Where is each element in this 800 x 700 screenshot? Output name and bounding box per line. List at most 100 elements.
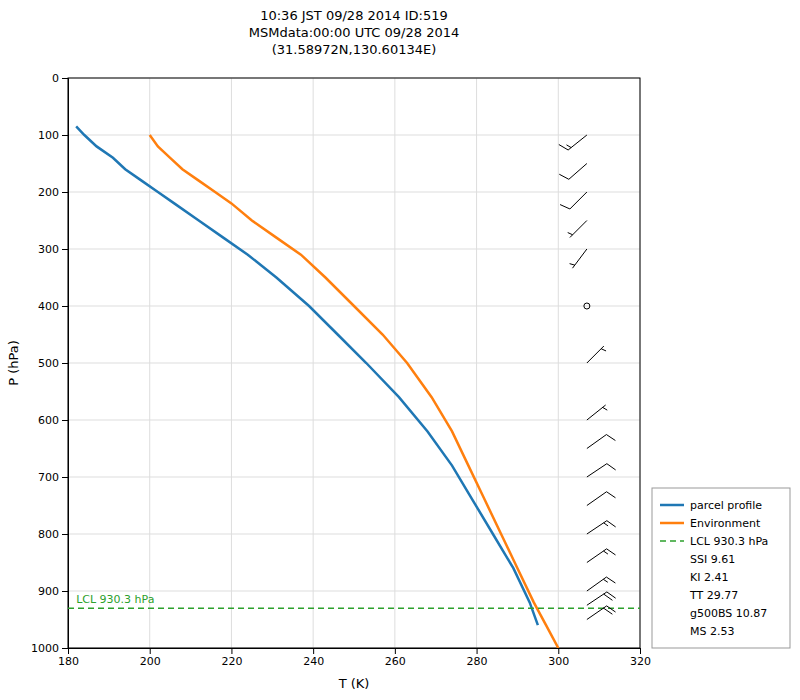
wind-barb: [587, 405, 607, 420]
x-tick: 300: [548, 648, 569, 668]
x-tick-label: 200: [140, 655, 161, 668]
legend-entry: g500BS 10.87: [690, 607, 767, 620]
y-tick-label: 500: [38, 357, 59, 370]
legend-entry: Environment: [660, 517, 761, 530]
y-tick: 600: [38, 414, 68, 427]
legend-entry: MS 2.53: [690, 625, 734, 638]
wind-barb-staff: [587, 492, 616, 506]
x-tick-mark: [395, 648, 396, 654]
x-tick-mark: [231, 648, 232, 654]
grid-line-y: [68, 591, 640, 592]
wind-barb: [587, 521, 616, 534]
x-tick-label: 300: [548, 655, 569, 668]
y-tick-label: 1000: [31, 642, 59, 655]
x-tick-mark: [558, 648, 559, 654]
legend-label: MS 2.53: [690, 625, 734, 638]
wind-barb: [587, 435, 616, 449]
legend-swatch: [660, 540, 684, 542]
wind-barb: [587, 492, 616, 506]
wind-barb-staff: [559, 135, 587, 150]
wind-barb-staff: [587, 405, 607, 420]
wind-barb-staff: [568, 221, 587, 238]
x-tick: 200: [140, 648, 161, 668]
wind-barb: [559, 164, 587, 180]
wind-barbs: [559, 135, 616, 620]
y-tick-mark: [62, 135, 68, 136]
wind-barb: [568, 221, 587, 238]
y-axis-title: P (hPa): [6, 340, 21, 386]
profile-line: [150, 135, 559, 648]
wind-barb-staff: [587, 549, 616, 563]
grid-line-y: [68, 363, 640, 364]
wind-barb: [587, 606, 616, 620]
wind-barb-staff: [587, 464, 616, 477]
wind-barb-staff: [570, 249, 587, 268]
y-tick: 100: [38, 129, 68, 142]
wind-barb-staff: [587, 435, 616, 449]
x-axis-title: T (K): [338, 676, 370, 691]
x-tick-label: 260: [385, 655, 406, 668]
legend-swatch: [660, 504, 684, 507]
legend-label: TT 29.77: [689, 589, 738, 602]
wind-barb: [587, 592, 616, 605]
legend-label: LCL 930.3 hPa: [690, 535, 768, 548]
grid-line-y: [68, 249, 640, 250]
y-tick-mark: [62, 477, 68, 478]
x-tick: 240: [303, 648, 324, 668]
legend-entry: KI 2.41: [690, 571, 728, 584]
y-tick-label: 100: [38, 129, 59, 142]
x-tick: 260: [385, 648, 406, 668]
hline: [68, 608, 640, 610]
chart-title-line: 10:36 JST 09/28 2014 ID:519: [260, 8, 448, 23]
x-tick-label: 220: [221, 655, 242, 668]
chart-svg: 1802002202402602803003200100200300400500…: [0, 0, 800, 700]
x-tick: 320: [630, 648, 651, 668]
wind-barb-staff: [560, 192, 587, 209]
y-tick-label: 700: [38, 471, 59, 484]
legend-entry: parcel profile: [660, 499, 762, 512]
y-tick: 300: [38, 243, 68, 256]
wind-barb-staff: [587, 577, 616, 591]
grid-line-y: [68, 477, 640, 478]
wind-barb: [587, 577, 616, 591]
x-tick-mark: [640, 648, 641, 654]
chart-title-line: MSMdata:00:00 UTC 09/28 2014: [249, 25, 460, 40]
y-tick: 1000: [31, 642, 68, 655]
y-tick: 500: [38, 357, 68, 370]
wind-barb: [570, 249, 587, 268]
x-tick-label: 240: [303, 655, 324, 668]
y-tick: 700: [38, 471, 68, 484]
y-tick-mark: [62, 534, 68, 535]
grid-line-y: [68, 420, 640, 421]
x-tick-mark: [477, 648, 478, 654]
y-tick-mark: [62, 249, 68, 250]
wind-barb-staff: [559, 164, 587, 180]
y-tick-label: 600: [38, 414, 59, 427]
y-tick-label: 300: [38, 243, 59, 256]
wind-barb-calm: [584, 303, 590, 309]
wind-barb: [559, 135, 587, 150]
x-tick: 220: [221, 648, 242, 668]
y-tick-mark: [62, 363, 68, 364]
grid-line-y: [68, 534, 640, 535]
x-axis: 180 200 220 240 260 280 300 320: [58, 648, 651, 668]
y-tick: 0: [52, 72, 68, 85]
plot-area: 1802002202402602803003200100200300400500…: [31, 72, 651, 668]
legend-label: SSI 9.61: [690, 553, 735, 566]
grid: [68, 78, 640, 648]
marks: [68, 126, 640, 648]
x-tick-label: 320: [630, 655, 651, 668]
wind-barb-staff: [587, 521, 616, 534]
plot-frame: [68, 78, 640, 648]
y-tick-mark: [62, 420, 68, 421]
legend-entry: SSI 9.61: [690, 553, 735, 566]
x-tick: 180: [58, 648, 79, 668]
x-axis-line: [69, 649, 641, 655]
y-tick-mark: [62, 306, 68, 307]
x-tick: 280: [467, 648, 488, 668]
y-tick-mark: [62, 591, 68, 592]
y-tick-mark: [62, 192, 68, 193]
legend-label: parcel profile: [690, 499, 762, 512]
legend-entry: TT 29.77: [689, 589, 738, 602]
legend-label: g500BS 10.87: [690, 607, 767, 620]
